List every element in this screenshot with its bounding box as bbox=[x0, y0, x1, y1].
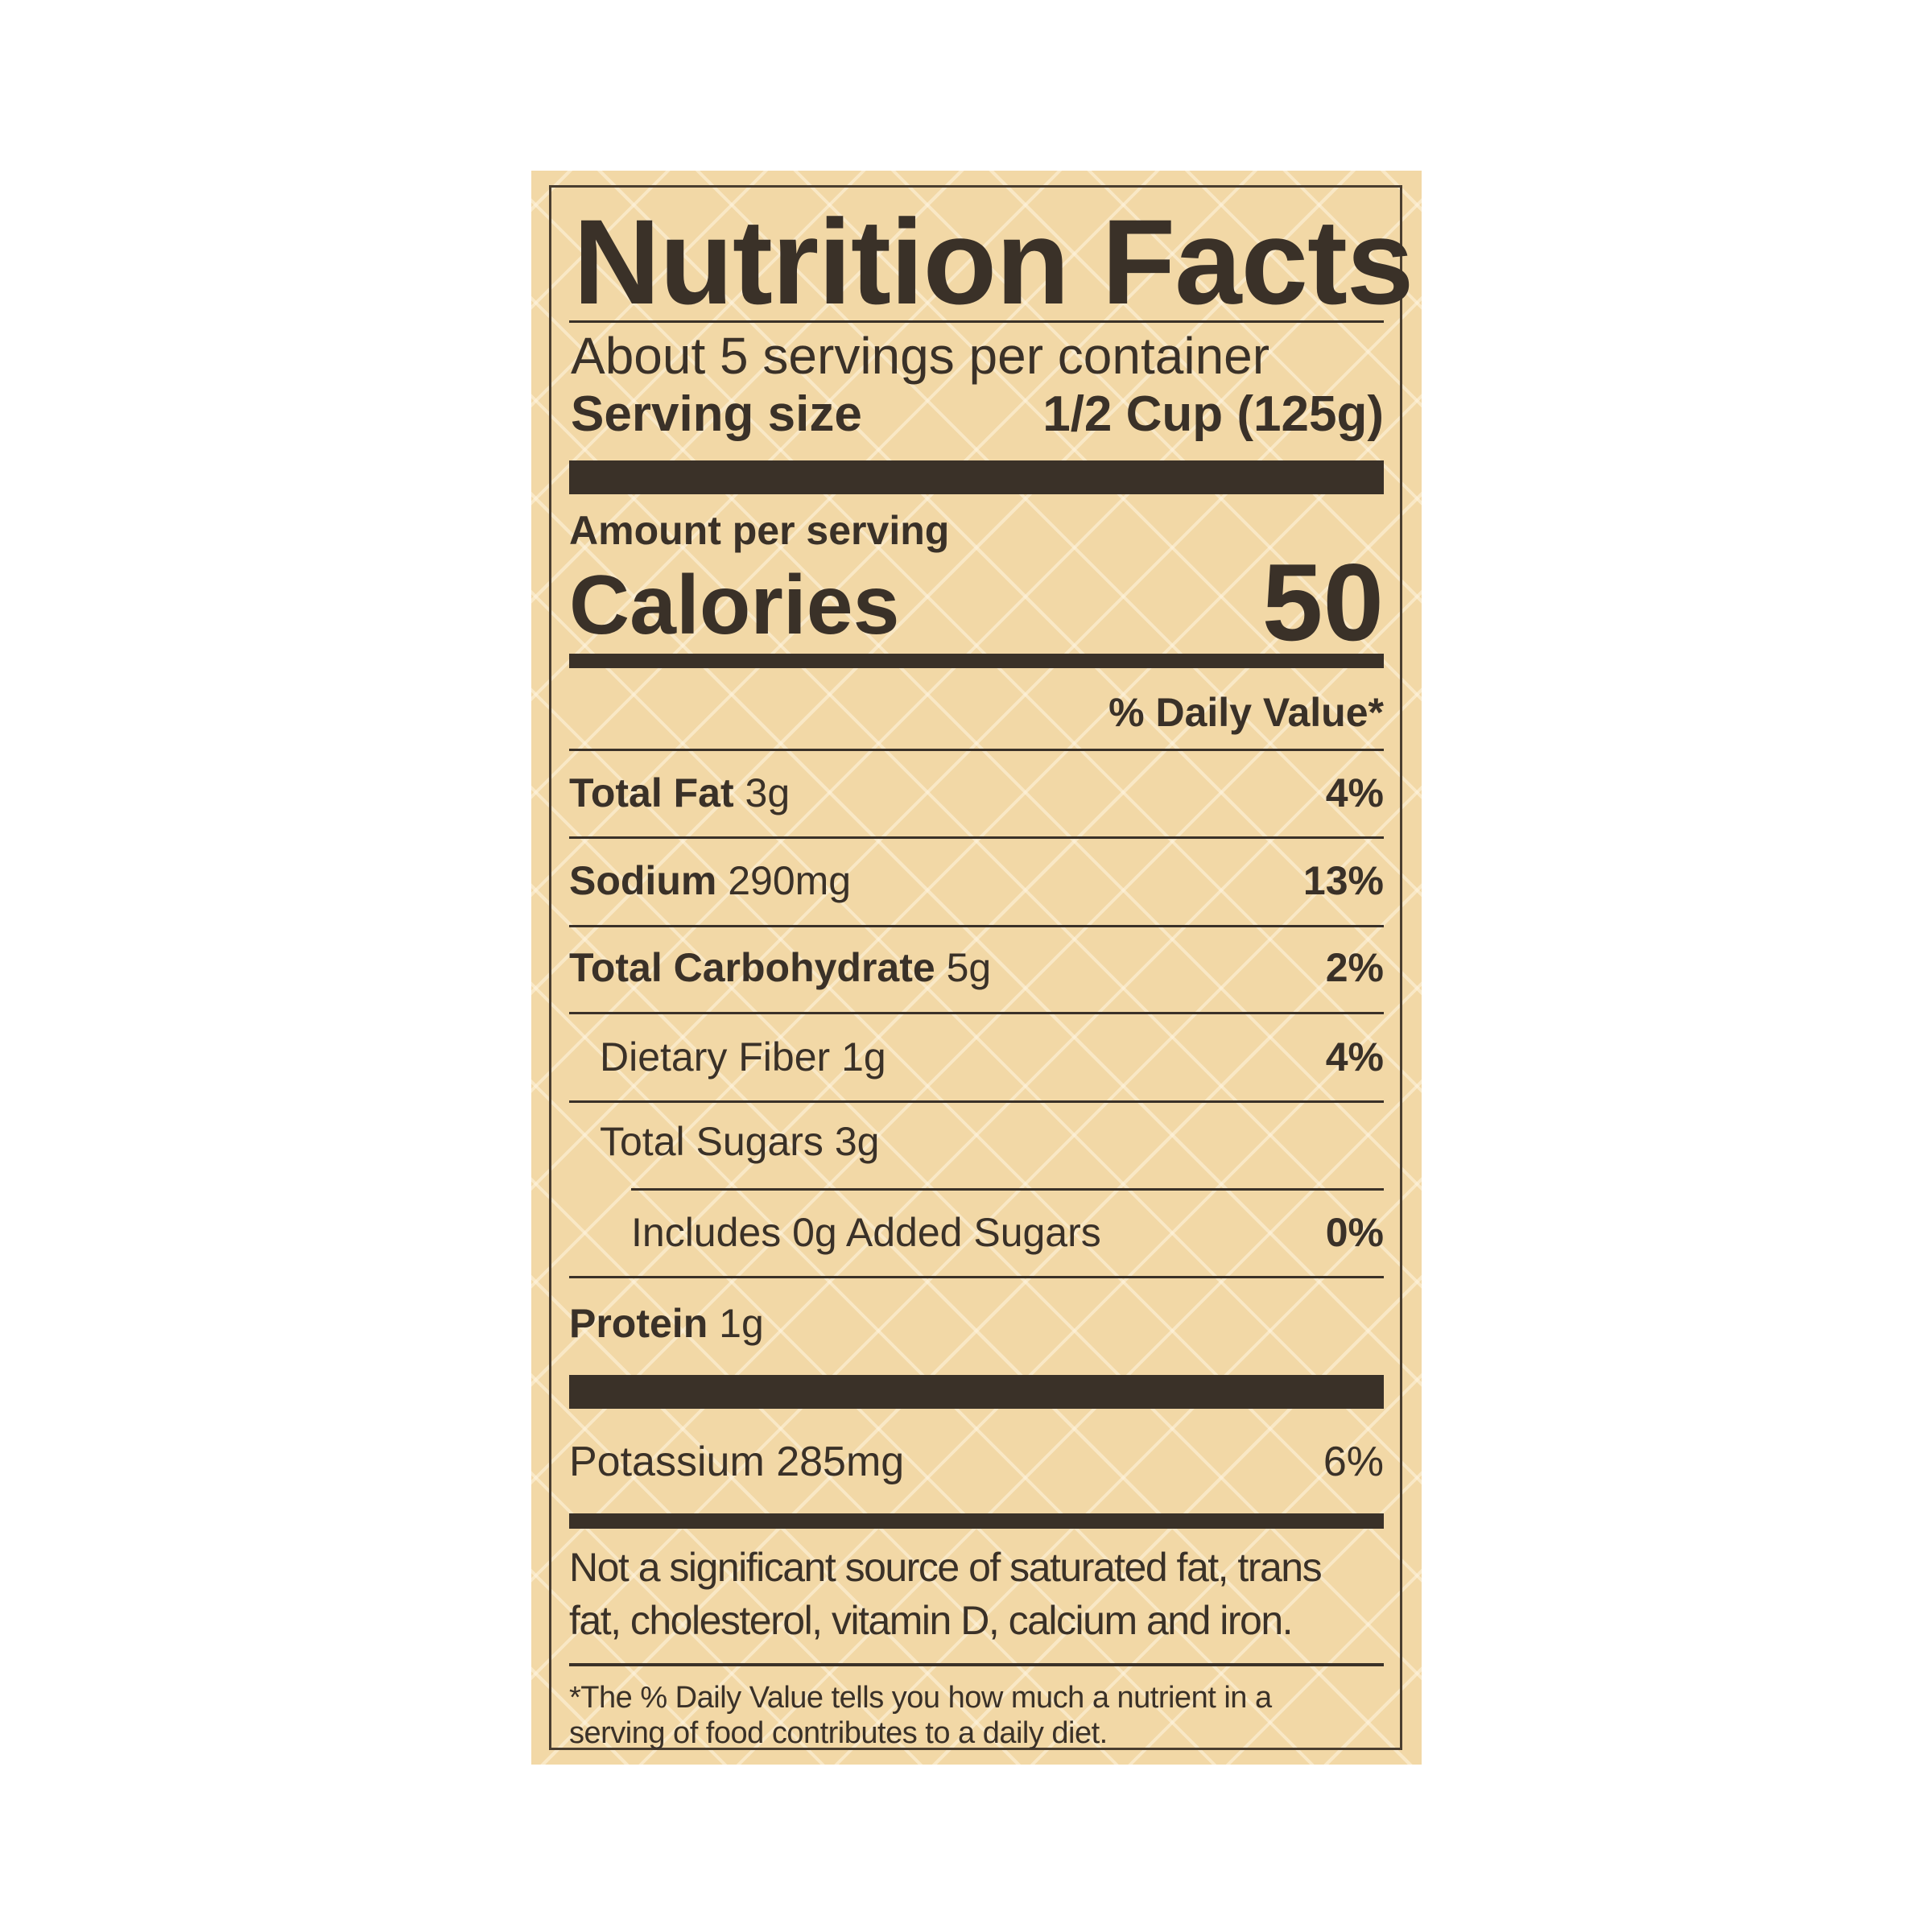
nutrient-amount: 3g bbox=[745, 770, 791, 815]
nutrient-row: Dietary Fiber 1g bbox=[600, 1037, 886, 1077]
potassium-label: Potassium 285mg bbox=[569, 1439, 905, 1485]
nutrient-row: Total Sugars 3g bbox=[600, 1121, 879, 1162]
daily-value-header: % Daily Value* bbox=[1108, 690, 1384, 735]
medium-divider bbox=[569, 1513, 1384, 1529]
divider bbox=[569, 836, 1384, 839]
nutrient-amount: 3g bbox=[834, 1119, 880, 1164]
nutrient-row: Sodium 290mg bbox=[569, 861, 851, 901]
title: Nutrition Facts bbox=[573, 194, 1414, 329]
nutrient-row: Includes 0g Added Sugars bbox=[631, 1212, 1101, 1253]
nutrient-row: Total Fat 3g bbox=[569, 773, 790, 813]
divider bbox=[569, 1100, 1384, 1103]
calories-label: Calories bbox=[569, 559, 900, 652]
nutrient-name: Sodium bbox=[569, 858, 717, 903]
nutrient-row: Protein 1g bbox=[569, 1303, 764, 1344]
nutrient-amount: 5g bbox=[946, 945, 992, 990]
potassium-dv: 6% bbox=[1323, 1439, 1384, 1485]
label-border bbox=[549, 185, 1402, 1750]
nutrient-daily-value: 13% bbox=[1302, 858, 1384, 903]
divider bbox=[569, 1663, 1384, 1666]
serving-size-value: 1/2 Cup (125g) bbox=[1042, 386, 1384, 442]
nutrient-name: Protein bbox=[569, 1301, 708, 1346]
nutrient-name: Includes 0g Added Sugars bbox=[631, 1210, 1101, 1255]
thick-divider bbox=[569, 1375, 1384, 1409]
divider bbox=[569, 1012, 1384, 1014]
divider bbox=[569, 749, 1384, 751]
footnote-line-1: *The % Daily Value tells you how much a … bbox=[569, 1681, 1272, 1715]
nutrient-amount: 1g bbox=[841, 1034, 886, 1080]
servings-per-container: About 5 servings per container bbox=[571, 327, 1270, 385]
divider bbox=[569, 1276, 1384, 1278]
nutrient-daily-value: 4% bbox=[1325, 1034, 1384, 1080]
amount-per-serving: Amount per serving bbox=[569, 508, 950, 553]
nutrient-name: Total Carbohydrate bbox=[569, 945, 935, 990]
nutrient-daily-value: 0% bbox=[1325, 1210, 1384, 1255]
nutrition-label bbox=[531, 171, 1422, 1765]
not-significant-line-2: fat, cholesterol, vitamin D, calcium and… bbox=[569, 1598, 1294, 1643]
nutrient-row: Total Carbohydrate 5g bbox=[569, 947, 991, 988]
thick-divider bbox=[569, 460, 1384, 494]
nutrient-amount: 290mg bbox=[728, 858, 852, 903]
nutrient-name: Total Fat bbox=[569, 770, 734, 815]
footnote-line-2: serving of food contributes to a daily d… bbox=[569, 1716, 1108, 1750]
divider bbox=[569, 320, 1384, 323]
nutrient-daily-value: 2% bbox=[1325, 945, 1384, 990]
nutrient-daily-value: 4% bbox=[1325, 770, 1384, 815]
nutrient-name: Total Sugars bbox=[600, 1119, 824, 1164]
divider bbox=[631, 1188, 1384, 1191]
serving-size-label: Serving size bbox=[571, 386, 862, 442]
nutrient-amount: 1g bbox=[719, 1301, 764, 1346]
not-significant-line-1: Not a significant source of saturated fa… bbox=[569, 1545, 1323, 1590]
divider bbox=[569, 925, 1384, 927]
calories-value: 50 bbox=[1261, 541, 1384, 663]
medium-divider bbox=[569, 654, 1384, 668]
nutrient-name: Dietary Fiber bbox=[600, 1034, 831, 1080]
